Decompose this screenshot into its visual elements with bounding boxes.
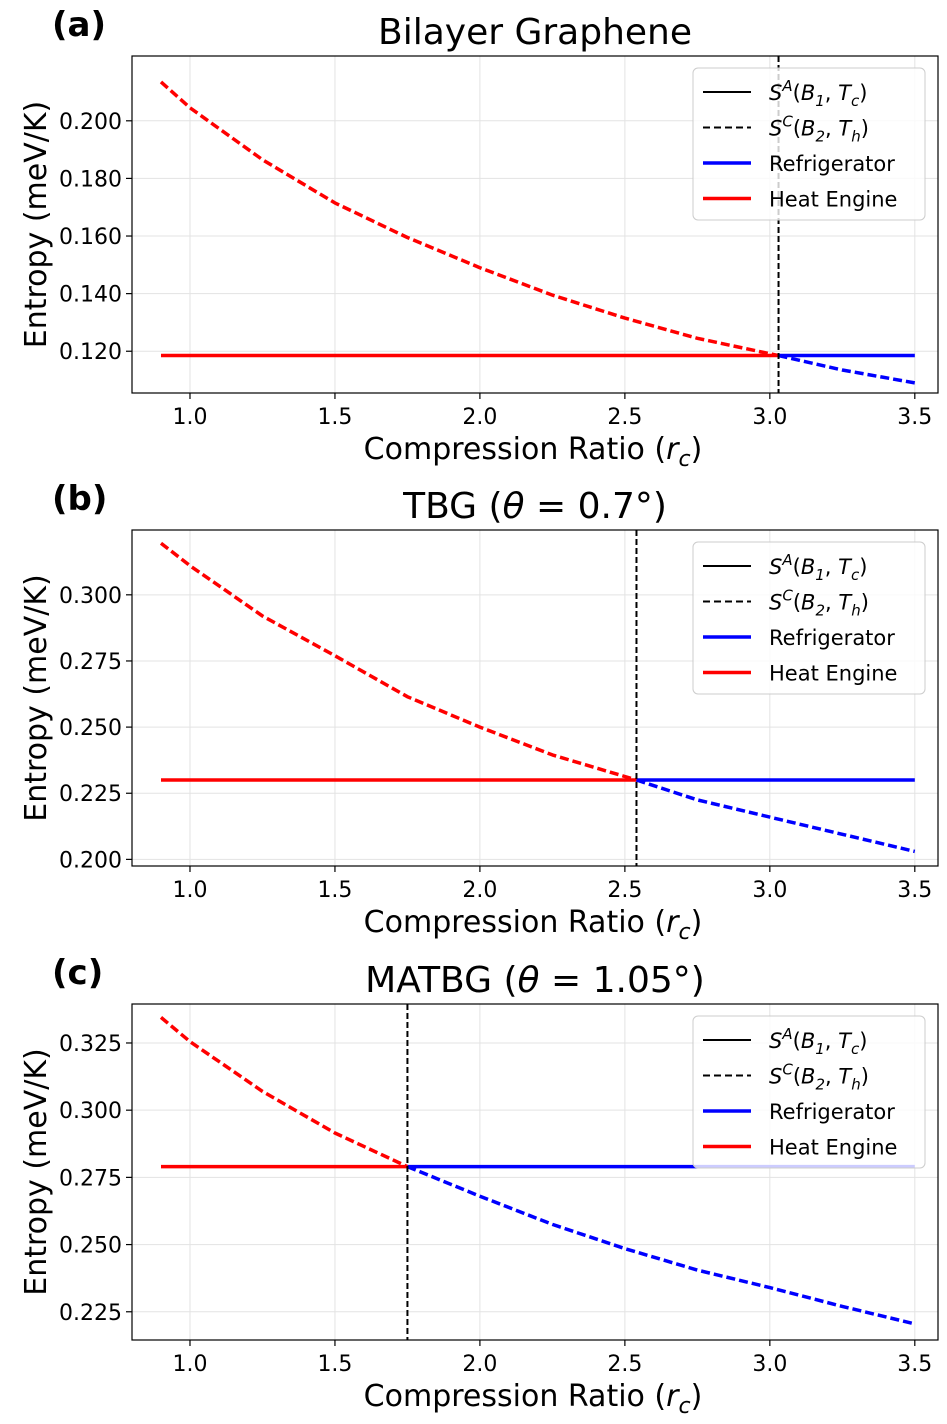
axes-frame [131,1003,939,1341]
legend-label: Refrigerator [769,1100,895,1124]
refrigerator-sc-curve [635,778,916,854]
heat-engine-sc-curve [159,80,779,358]
x-tick-label: 1.0 [172,878,207,903]
y-axis-label: Entropy (meV/K) [19,1048,54,1296]
y-tick-label: 0.300 [59,1099,122,1124]
y-tick-label: 0.200 [59,110,122,135]
chart-panel: 1.0 1.5 2.0 2.5 3.0 3.5 0.200 0.225 0.250 0.275 0.… [19,479,939,945]
y-tick-label: 0.300 [59,584,122,609]
y-axis-label: Entropy (meV/K) [19,574,54,822]
legend-label: Refrigerator [769,626,895,650]
chart-title: MATBG (θ = 1.05°) [365,960,705,1001]
x-tick-label: 1.5 [317,1352,352,1377]
legend-label: SA(B1, Tc) [769,551,867,584]
axes-frame [131,529,939,867]
y-tick-label: 0.140 [59,283,122,308]
chart-panel: 1.0 1.5 2.0 2.5 3.0 3.5 0.120 0.140 0.160 0.180 0.… [19,5,939,472]
y-tick-label: 0.225 [59,1301,122,1326]
x-tick-label: 1.0 [172,405,207,430]
heat-engine-sc-curve [159,1016,409,1169]
x-axis-label: Compression Ratio (rc) [364,432,703,472]
x-tick-label: 2.0 [462,1352,497,1377]
x-tick-label: 2.0 [462,405,497,430]
x-tick-label: 3.5 [897,878,932,903]
legend-label: Heat Engine [769,1136,897,1160]
y-tick-label: 0.275 [59,1166,122,1191]
x-tick-label: 3.0 [752,878,787,903]
x-tick-label: 1.5 [317,405,352,430]
panel-label: (c) [52,953,103,993]
refrigerator-sc-curve [406,1164,916,1326]
heat-engine-sc-curve [159,541,638,782]
x-tick-label: 2.0 [462,878,497,903]
axes-frame [131,55,939,394]
x-tick-label: 3.0 [752,1352,787,1377]
y-tick-label: 0.275 [59,650,122,675]
legend-label: SA(B1, Tc) [769,1025,867,1058]
legend-label: SC(B2, Th) [769,587,869,620]
plot-area [159,1016,916,1326]
legend: SA(B1, Tc)SC(B2, Th) Refrigerator Heat Eng… [692,541,926,695]
x-tick-label: 2.5 [607,1352,642,1377]
x-tick-label: 1.0 [172,1352,207,1377]
legend-box [692,67,926,221]
panel-label: (a) [52,5,106,45]
legend-label: SC(B2, Th) [769,1061,869,1094]
legend-label: Refrigerator [769,152,895,176]
x-tick-label: 1.5 [317,878,352,903]
x-tick-label: 3.5 [897,1352,932,1377]
panel-label: (b) [52,479,107,519]
legend-label: SC(B2, Th) [769,113,869,146]
chart-panel: 1.0 1.5 2.0 2.5 3.0 3.5 0.225 0.250 0.275 0.300 0.… [19,953,939,1419]
y-tick-label: 0.325 [59,1032,122,1057]
chart-title: Bilayer Graphene [378,12,692,53]
y-tick-label: 0.160 [59,225,122,250]
x-axis-label: Compression Ratio (rc) [364,1379,703,1419]
y-tick-label: 0.120 [59,340,122,365]
legend-box [692,541,926,695]
chart-title: TBG (θ = 0.7°) [402,486,667,527]
x-tick-label: 3.5 [897,405,932,430]
legend-label: Heat Engine [769,188,897,212]
y-tick-label: 0.180 [59,167,122,192]
legend: SA(B1, Tc)SC(B2, Th) Refrigerator Heat Eng… [692,1015,926,1169]
y-tick-label: 0.250 [59,716,122,741]
y-tick-label: 0.200 [59,848,122,873]
y-axis-label: Entropy (meV/K) [19,101,54,349]
legend-box [692,1015,926,1169]
legend-label: SA(B1, Tc) [769,77,867,110]
legend: SA(B1, Tc)SC(B2, Th) Refrigerator Heat Eng… [692,67,926,221]
x-tick-label: 2.5 [607,878,642,903]
legend-label: Heat Engine [769,662,897,686]
refrigerator-sc-curve [778,353,916,385]
plot-area [159,80,916,385]
plot-area [159,541,916,854]
y-tick-label: 0.225 [59,782,122,807]
x-axis-label: Compression Ratio (rc) [364,905,703,945]
x-tick-label: 3.0 [752,405,787,430]
y-tick-label: 0.250 [59,1234,122,1259]
x-tick-label: 2.5 [607,405,642,430]
